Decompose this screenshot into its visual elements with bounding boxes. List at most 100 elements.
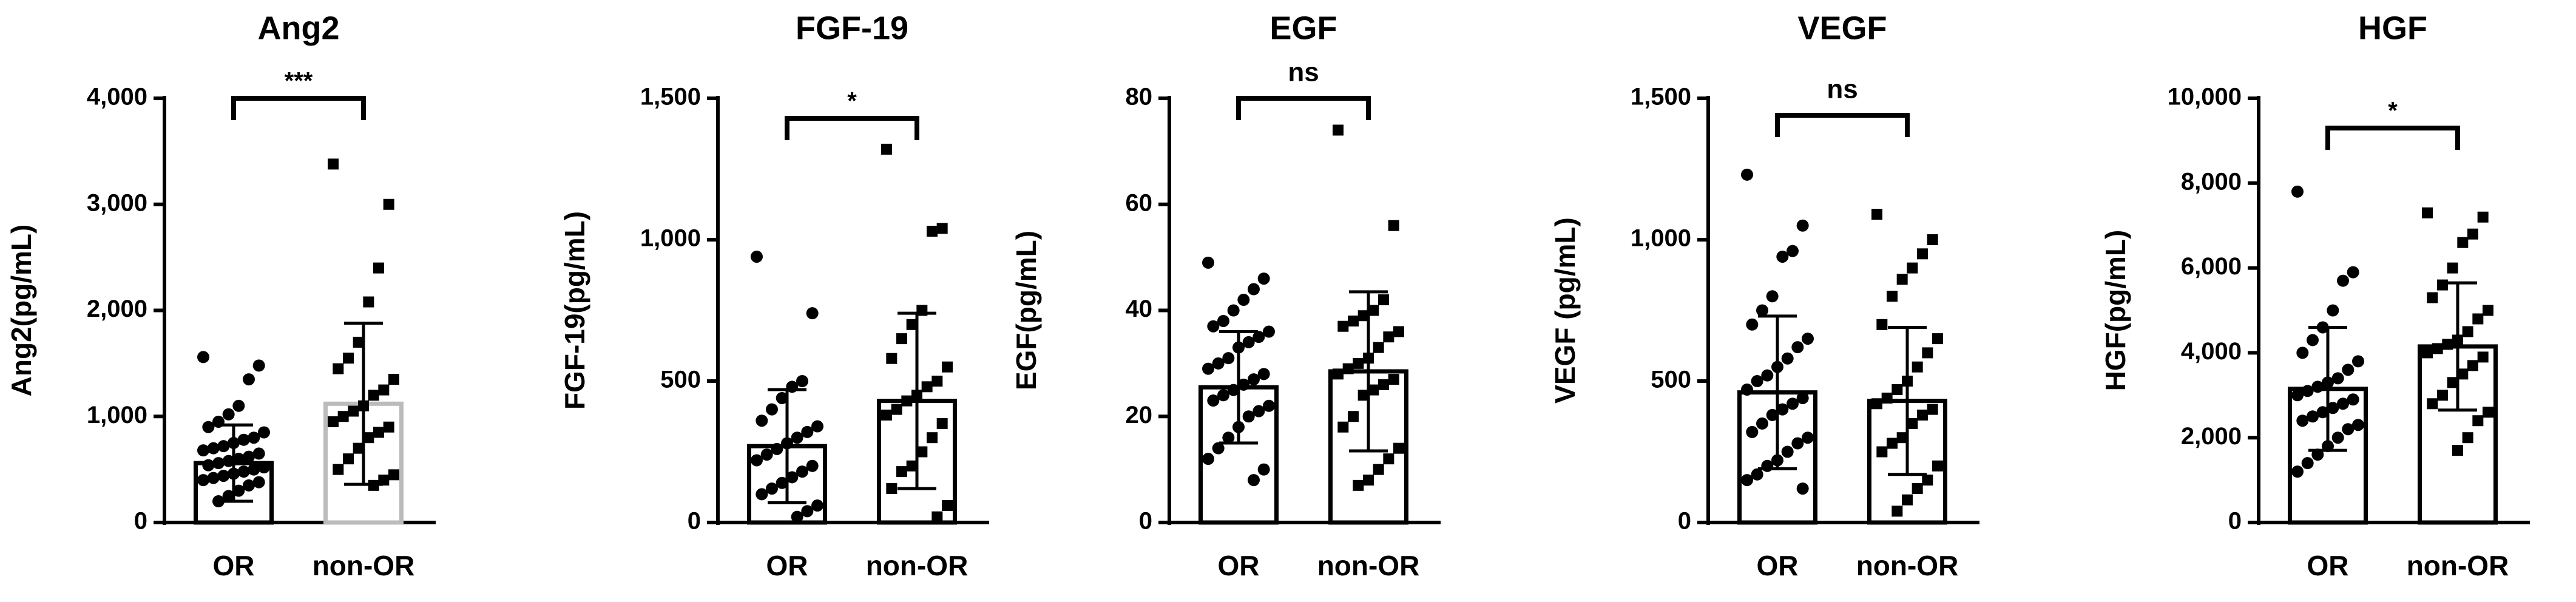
data-point — [1871, 209, 1882, 220]
data-point — [1746, 425, 1759, 438]
data-point — [343, 453, 354, 465]
data-point — [1373, 342, 1384, 353]
data-point — [1257, 368, 1270, 380]
data-point — [2472, 313, 2484, 325]
data-point — [1796, 219, 1809, 232]
data-point — [2447, 262, 2458, 274]
significance-bracket — [785, 116, 919, 140]
data-point — [328, 416, 339, 427]
data-point — [353, 442, 364, 454]
x-tick-label: OR — [1757, 550, 1799, 581]
data-point — [927, 432, 938, 444]
data-point — [217, 440, 230, 453]
data-point — [348, 405, 359, 417]
data-point — [1756, 417, 1768, 430]
data-point — [1791, 341, 1804, 354]
data-point — [756, 414, 768, 427]
data-point — [776, 391, 788, 404]
data-point — [1388, 220, 1399, 231]
data-point — [252, 359, 265, 372]
data-point — [207, 442, 220, 455]
y-axis-label: EGF(pg/mL) — [1010, 231, 1042, 390]
data-point — [333, 363, 344, 374]
significance-bracket — [2325, 126, 2460, 150]
data-point — [1207, 394, 1220, 407]
data-point — [2427, 292, 2438, 303]
data-point — [1202, 453, 1214, 465]
y-tick-label: 0 — [1139, 508, 1152, 535]
y-tick-label: 60 — [1126, 189, 1153, 216]
data-point — [811, 499, 823, 512]
data-point — [1212, 442, 1225, 455]
data-point — [1751, 468, 1763, 481]
data-point — [232, 453, 245, 465]
y-tick-label: 500 — [660, 367, 701, 393]
data-point — [1253, 405, 1265, 418]
data-point — [1766, 408, 1779, 421]
x-tick-label: OR — [766, 550, 808, 581]
data-point — [760, 448, 773, 461]
data-point — [1363, 475, 1374, 486]
data-point — [2316, 406, 2329, 419]
data-point — [2291, 185, 2304, 198]
data-point — [942, 361, 953, 373]
data-point — [2311, 380, 2324, 393]
data-point — [2337, 397, 2349, 410]
data-point — [1871, 398, 1882, 410]
y-axis-label: FGF-19(pg/mL) — [559, 211, 590, 410]
x-tick-label: OR — [2307, 550, 2349, 581]
data-point — [2337, 274, 2349, 287]
data-point — [2307, 334, 2319, 347]
data-point — [383, 198, 394, 210]
data-point — [2296, 414, 2309, 427]
data-point — [2452, 445, 2463, 456]
x-tick-label: non-OR — [866, 550, 969, 581]
data-point — [1348, 315, 1359, 326]
data-point — [1248, 373, 1260, 386]
data-point — [751, 250, 763, 263]
data-point — [2342, 364, 2355, 376]
panel-title: VEGF — [1797, 10, 1887, 46]
y-tick-label: 4,000 — [2181, 338, 2242, 365]
y-tick-label: 0 — [2228, 508, 2242, 535]
y-tick-label: 1,000 — [1631, 225, 1691, 252]
data-point — [791, 431, 803, 444]
x-tick-label: non-OR — [1856, 550, 1959, 581]
data-point — [232, 399, 245, 412]
data-point — [1257, 272, 1270, 285]
y-tick-label: 500 — [1651, 367, 1691, 393]
data-point — [1891, 384, 1903, 395]
data-point — [2442, 339, 2453, 350]
y-tick-label: 1,500 — [1631, 84, 1691, 110]
data-point — [2331, 431, 2344, 444]
panel-title: FGF-19 — [796, 10, 908, 46]
data-point — [1917, 409, 1928, 421]
data-point — [1887, 291, 1898, 302]
data-point — [222, 455, 235, 467]
data-point — [388, 469, 399, 481]
data-point — [1917, 248, 1928, 260]
data-point — [222, 490, 235, 502]
data-point — [1212, 357, 1225, 370]
data-point — [1791, 437, 1804, 450]
y-axis-label: HGF(pg/mL) — [2100, 230, 2131, 391]
x-tick-label: non-OR — [313, 550, 415, 581]
data-point — [1927, 234, 1938, 245]
data-point — [2462, 432, 2473, 444]
data-point — [796, 375, 808, 387]
y-tick-label: 10,000 — [2168, 84, 2242, 110]
data-point — [237, 433, 250, 446]
data-point — [1891, 506, 1903, 517]
data-point — [776, 476, 788, 489]
data-point — [1342, 363, 1354, 374]
data-point — [2347, 393, 2359, 406]
data-point — [2432, 343, 2443, 354]
data-point — [756, 488, 768, 501]
data-point — [2327, 304, 2339, 317]
data-point — [2467, 360, 2478, 371]
data-point — [766, 482, 778, 495]
x-tick-label: OR — [1218, 550, 1260, 581]
data-point — [2307, 410, 2319, 423]
data-point — [921, 381, 933, 393]
data-point — [1796, 482, 1809, 495]
